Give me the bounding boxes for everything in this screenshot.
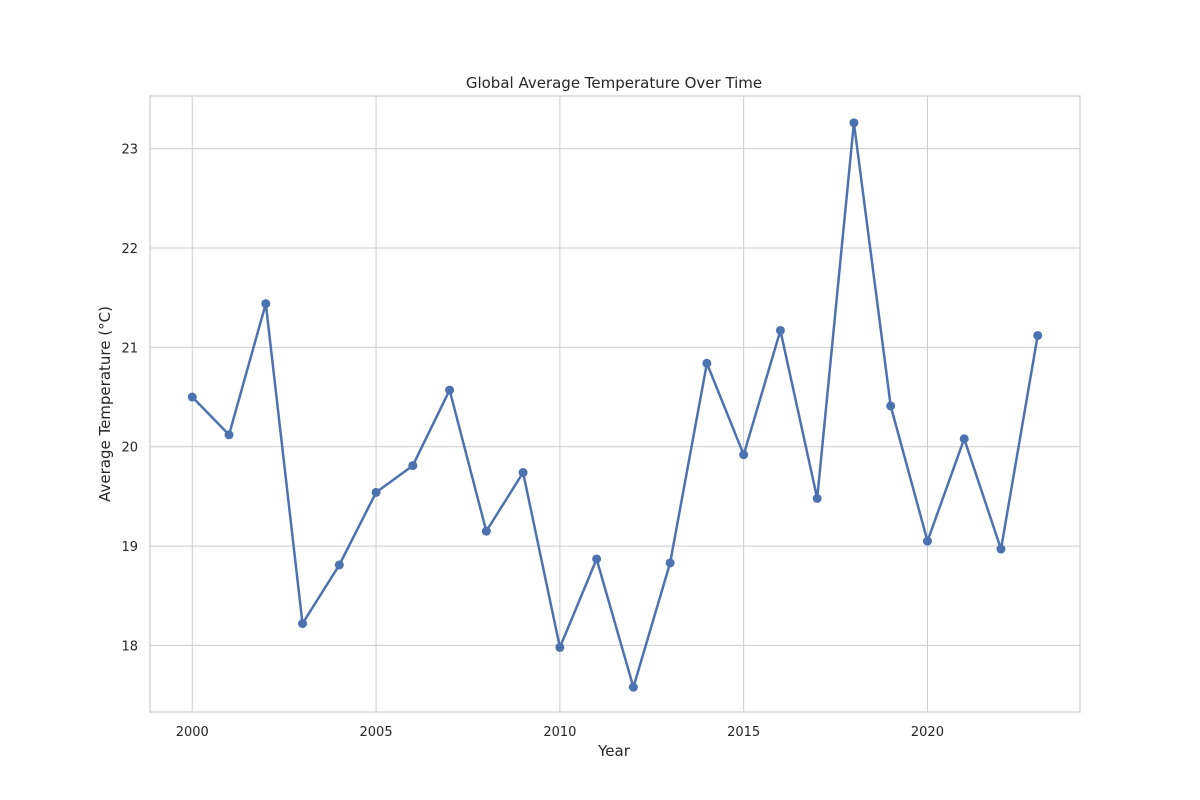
x-tick-label: 2000 [176, 725, 209, 740]
data-point [628, 682, 638, 692]
data-point [445, 385, 455, 395]
y-axis-label: Average Temperature (°C) [96, 306, 114, 502]
tick-labels: 2000 2005 2010 2015 2020 18 19 20 21 22 23 [121, 143, 944, 740]
data-point [665, 558, 675, 568]
x-axis-label: Year [597, 742, 631, 760]
data-point [224, 430, 234, 440]
x-tick-label: 2005 [360, 725, 393, 740]
data-point [481, 526, 491, 536]
data-point [812, 493, 822, 503]
data-point [592, 554, 602, 564]
grid [150, 96, 1080, 712]
chart-title: Global Average Temperature Over Time [466, 74, 762, 92]
x-tick-label: 2010 [543, 725, 576, 740]
data-point [702, 358, 712, 368]
data-point [408, 461, 418, 471]
data-point [518, 468, 528, 478]
data-point [775, 325, 785, 335]
x-tick-label: 2015 [727, 725, 760, 740]
y-tick-label: 22 [121, 242, 138, 257]
data-point [334, 560, 344, 570]
y-tick-label: 21 [121, 341, 138, 356]
data-point [261, 299, 271, 309]
data-point [886, 401, 896, 411]
data-point [922, 536, 932, 546]
series-line [191, 121, 1039, 689]
data-point [1033, 330, 1043, 340]
y-tick-label: 23 [121, 143, 138, 158]
y-tick-label: 20 [121, 441, 138, 456]
data-point [996, 544, 1006, 554]
data-point [555, 642, 565, 652]
plot-frame [149, 95, 1081, 713]
x-tick-label: 2020 [911, 725, 944, 740]
data-point [739, 450, 749, 460]
data-point [849, 118, 859, 128]
data-point [959, 434, 969, 444]
data-point [371, 487, 381, 497]
y-tick-label: 19 [121, 540, 138, 555]
y-tick-label: 18 [121, 639, 138, 654]
series [187, 118, 1043, 692]
data-point [298, 619, 308, 629]
data-point [187, 392, 197, 402]
